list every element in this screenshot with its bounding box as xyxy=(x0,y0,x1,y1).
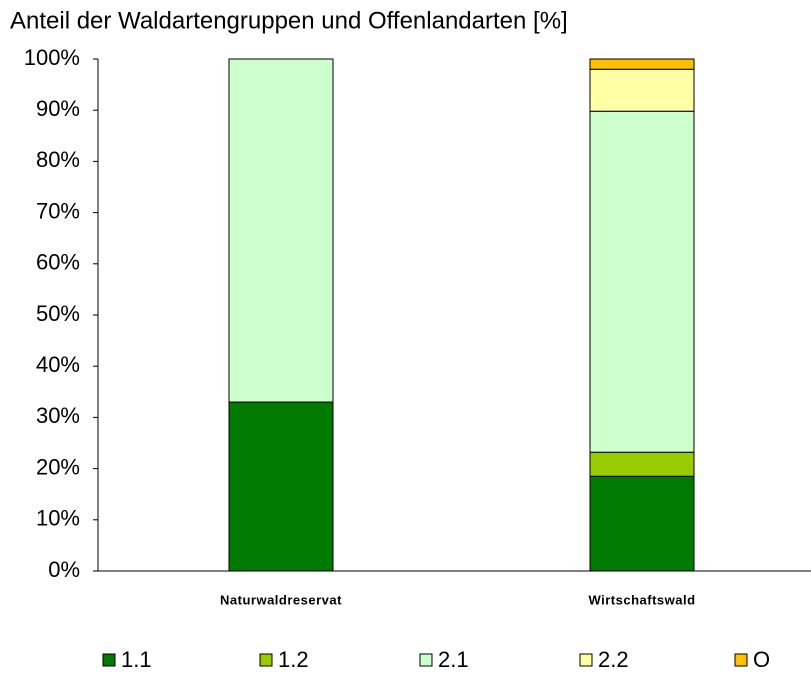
y-tick-label: 30% xyxy=(36,403,80,428)
y-tick-label: 10% xyxy=(36,506,80,531)
y-tick-label: 80% xyxy=(36,147,80,172)
y-tick-label: 100% xyxy=(24,45,80,70)
y-tick-label: 50% xyxy=(36,301,80,326)
y-tick-label: 20% xyxy=(36,454,80,479)
bar-segment xyxy=(589,68,695,112)
legend-label: 2.2 xyxy=(598,647,629,672)
x-tick-label: Wirtschaftswald xyxy=(588,592,695,607)
bar-segment xyxy=(589,58,695,70)
bar-segment xyxy=(589,475,695,572)
bar-segment xyxy=(228,58,334,403)
y-tick-label: 40% xyxy=(36,352,80,377)
y-tick-label: 60% xyxy=(36,250,80,275)
legend-label: O xyxy=(753,647,770,672)
legend-swatch xyxy=(259,653,273,667)
legend-label: 1.1 xyxy=(121,647,152,672)
x-tick-label: Naturwaldreservat xyxy=(220,592,342,607)
legend-swatch xyxy=(734,653,748,667)
bar-segment xyxy=(589,110,695,453)
bar-segment xyxy=(589,451,695,477)
chart-title: Anteil der Waldartengruppen und Offenlan… xyxy=(10,7,568,34)
legend-swatch xyxy=(102,653,116,667)
y-tick-label: 0% xyxy=(48,557,80,582)
y-tick-label: 90% xyxy=(36,96,80,121)
bar-segment xyxy=(228,401,334,572)
legend-swatch xyxy=(579,653,593,667)
legend-label: 1.2 xyxy=(278,647,309,672)
legend-label: 2.1 xyxy=(438,647,469,672)
y-tick-label: 70% xyxy=(36,198,80,223)
legend-swatch xyxy=(419,653,433,667)
